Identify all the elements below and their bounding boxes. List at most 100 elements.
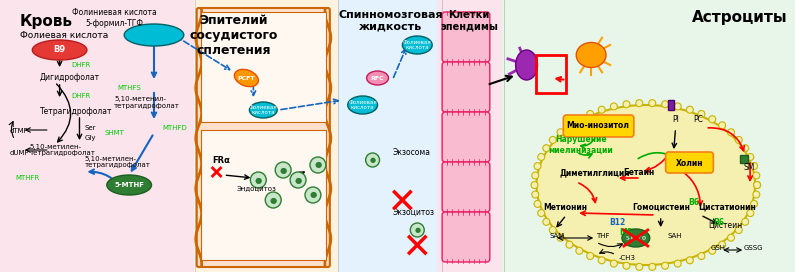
Text: Эндоцитоз: Эндоцитоз bbox=[237, 185, 276, 191]
Text: PI: PI bbox=[673, 115, 679, 124]
Text: SM: SM bbox=[743, 163, 754, 172]
Text: Цистеин: Цистеин bbox=[708, 221, 742, 230]
Text: RFC: RFC bbox=[370, 76, 384, 81]
Circle shape bbox=[753, 191, 760, 198]
Circle shape bbox=[534, 200, 541, 208]
Text: Метионин: Метионин bbox=[543, 203, 587, 212]
Text: Тетрагидрофолат: Тетрагидрофолат bbox=[40, 107, 112, 116]
Circle shape bbox=[566, 241, 573, 248]
FancyBboxPatch shape bbox=[502, 0, 795, 272]
Circle shape bbox=[538, 209, 545, 217]
Circle shape bbox=[543, 218, 550, 225]
Text: Астроциты: Астроциты bbox=[692, 10, 788, 25]
Text: 5-MTHF: 5-MTHF bbox=[114, 182, 144, 188]
Circle shape bbox=[709, 247, 716, 254]
Text: DHFR: DHFR bbox=[71, 93, 90, 99]
Circle shape bbox=[674, 260, 681, 267]
Text: Клетки
эпендимы: Клетки эпендимы bbox=[440, 10, 498, 32]
Circle shape bbox=[742, 218, 749, 225]
Circle shape bbox=[532, 172, 538, 179]
Ellipse shape bbox=[107, 175, 151, 195]
Text: B6: B6 bbox=[689, 198, 699, 207]
Circle shape bbox=[747, 209, 754, 217]
Text: Фолиниевая кислота
5-формил-ТГФ: Фолиниевая кислота 5-формил-ТГФ bbox=[72, 8, 157, 28]
FancyBboxPatch shape bbox=[201, 130, 326, 260]
Circle shape bbox=[290, 172, 306, 188]
Circle shape bbox=[735, 227, 742, 234]
Circle shape bbox=[727, 234, 734, 241]
Text: B12: B12 bbox=[609, 218, 626, 227]
Text: 5,10-метилен-
тетрагидрофолат: 5,10-метилен- тетрагидрофолат bbox=[85, 156, 150, 168]
Text: Эпителий
сосудистого
сплетения: Эпителий сосудистого сплетения bbox=[190, 14, 278, 57]
Circle shape bbox=[310, 157, 326, 173]
Circle shape bbox=[610, 260, 618, 267]
Circle shape bbox=[718, 122, 726, 129]
FancyBboxPatch shape bbox=[201, 12, 326, 122]
FancyBboxPatch shape bbox=[442, 62, 490, 112]
FancyBboxPatch shape bbox=[194, 0, 338, 272]
Text: 5,10-метенил-
тетрагидрофолат: 5,10-метенил- тетрагидрофолат bbox=[114, 96, 180, 109]
Text: Ser: Ser bbox=[85, 125, 96, 131]
Text: Фолиевая
кислота: Фолиевая кислота bbox=[249, 105, 278, 115]
Circle shape bbox=[576, 247, 583, 254]
Text: DHFR: DHFR bbox=[71, 62, 90, 68]
Circle shape bbox=[576, 116, 583, 123]
Text: ●: ● bbox=[294, 175, 302, 184]
Ellipse shape bbox=[124, 24, 184, 46]
Circle shape bbox=[250, 172, 266, 188]
FancyBboxPatch shape bbox=[563, 115, 634, 137]
Circle shape bbox=[598, 106, 605, 113]
Circle shape bbox=[305, 187, 321, 203]
Ellipse shape bbox=[234, 69, 258, 87]
Circle shape bbox=[410, 223, 424, 237]
FancyBboxPatch shape bbox=[668, 100, 674, 110]
Circle shape bbox=[698, 110, 705, 118]
FancyBboxPatch shape bbox=[437, 0, 502, 272]
Circle shape bbox=[598, 257, 605, 264]
Circle shape bbox=[532, 191, 538, 198]
FancyBboxPatch shape bbox=[442, 12, 490, 62]
Circle shape bbox=[649, 263, 656, 270]
Text: B6: B6 bbox=[714, 218, 724, 227]
Text: ●: ● bbox=[370, 157, 376, 163]
Circle shape bbox=[623, 101, 630, 108]
Text: Холин: Холин bbox=[676, 159, 703, 168]
Ellipse shape bbox=[366, 71, 389, 85]
Circle shape bbox=[266, 192, 281, 208]
FancyBboxPatch shape bbox=[197, 8, 330, 267]
Text: GSH: GSH bbox=[710, 245, 726, 251]
Circle shape bbox=[586, 252, 594, 259]
Circle shape bbox=[623, 262, 630, 269]
Text: MTHFR: MTHFR bbox=[15, 175, 39, 181]
Text: MTHFS: MTHFS bbox=[118, 85, 141, 91]
Text: Экзосома: Экзосома bbox=[393, 148, 430, 157]
Text: 5-МТГФ: 5-МТГФ bbox=[625, 236, 646, 240]
Circle shape bbox=[698, 252, 705, 259]
Text: Бетаин: Бетаин bbox=[623, 168, 654, 177]
Text: Цистатионин: Цистатионин bbox=[698, 203, 756, 212]
Circle shape bbox=[275, 162, 291, 178]
FancyBboxPatch shape bbox=[740, 155, 748, 163]
Circle shape bbox=[531, 181, 538, 188]
Text: SAM: SAM bbox=[550, 233, 565, 239]
Text: PCFT: PCFT bbox=[238, 76, 255, 81]
Text: Мио-инозитол: Мио-инозитол bbox=[566, 122, 630, 131]
Text: FRα: FRα bbox=[213, 156, 230, 165]
Circle shape bbox=[674, 103, 681, 110]
Text: Экзоцитоз: Экзоцитоз bbox=[393, 208, 434, 217]
Circle shape bbox=[662, 101, 669, 108]
Text: Нарушение
миелинизации: Нарушение миелинизации bbox=[549, 135, 614, 155]
Text: THF: THF bbox=[596, 233, 610, 239]
Circle shape bbox=[754, 181, 761, 188]
Text: ●: ● bbox=[279, 165, 286, 175]
FancyBboxPatch shape bbox=[442, 112, 490, 162]
Text: Кровь: Кровь bbox=[20, 14, 73, 29]
Text: SAH: SAH bbox=[668, 233, 682, 239]
Circle shape bbox=[566, 122, 573, 129]
FancyBboxPatch shape bbox=[442, 212, 490, 262]
Circle shape bbox=[727, 129, 734, 136]
Circle shape bbox=[753, 172, 760, 179]
Circle shape bbox=[610, 103, 618, 110]
Circle shape bbox=[718, 241, 726, 248]
Circle shape bbox=[742, 145, 749, 152]
